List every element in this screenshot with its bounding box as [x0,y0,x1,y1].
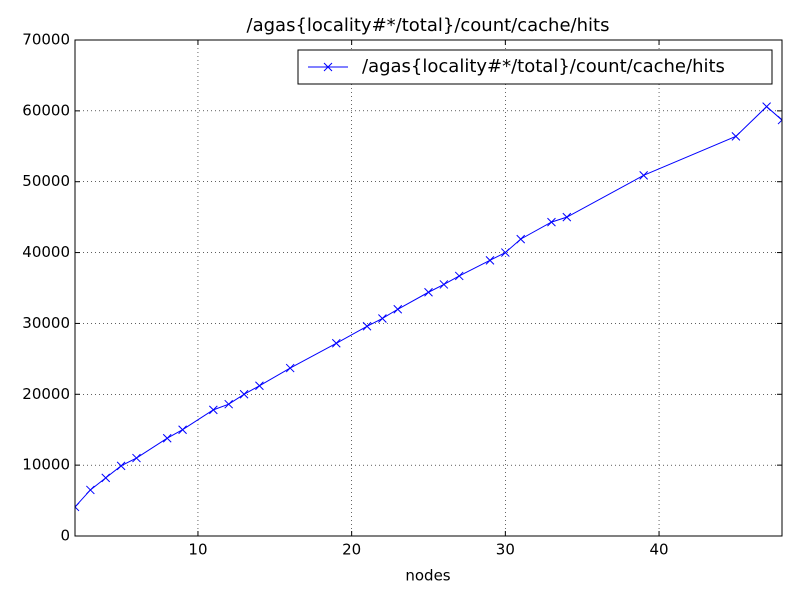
marker [639,170,649,180]
marker [762,102,771,111]
marker [547,217,556,227]
marker [224,399,234,409]
marker [731,132,741,141]
legend-label: /agas{locality#*/total}/count/cache/hits [362,56,725,77]
legend-box [297,49,773,85]
x-tick-label: 20 [342,541,361,559]
y-tick-label: 50000 [22,172,70,190]
marker [331,338,341,348]
chart-title: /agas{locality#*/total}/count/cache/hits [247,15,610,36]
marker [162,433,172,443]
marker [378,314,387,323]
marker [86,485,95,495]
y-tick-label: 40000 [22,243,70,261]
marker [439,280,449,289]
line [75,105,782,508]
marker [208,405,218,415]
x-tick-label: 10 [188,541,207,559]
marker [132,453,141,463]
x-axis-label: nodes [405,567,450,585]
marker [485,256,495,265]
plot-frame [74,39,783,537]
y-tick-label: 70000 [22,31,70,49]
marker [516,234,526,244]
y-tick-label: 10000 [22,456,70,474]
x-tick-label: 30 [496,541,515,559]
marker [424,287,433,297]
marker [239,389,249,399]
y-tick-label: 20000 [22,385,70,403]
marker [116,461,126,471]
marker [362,321,372,331]
legend-marker [323,62,333,72]
marker [178,425,187,435]
marker [393,304,403,314]
y-tick-label: 0 [60,527,70,545]
marker [562,212,572,222]
y-tick-label: 30000 [22,314,70,332]
marker [777,115,782,125]
marker [75,502,80,512]
marker [101,473,111,483]
marker [454,271,464,281]
y-tick-label: 60000 [22,101,70,119]
x-tick-label: 40 [649,541,668,559]
marker [285,363,295,373]
marker [255,381,264,391]
marker [500,248,510,257]
